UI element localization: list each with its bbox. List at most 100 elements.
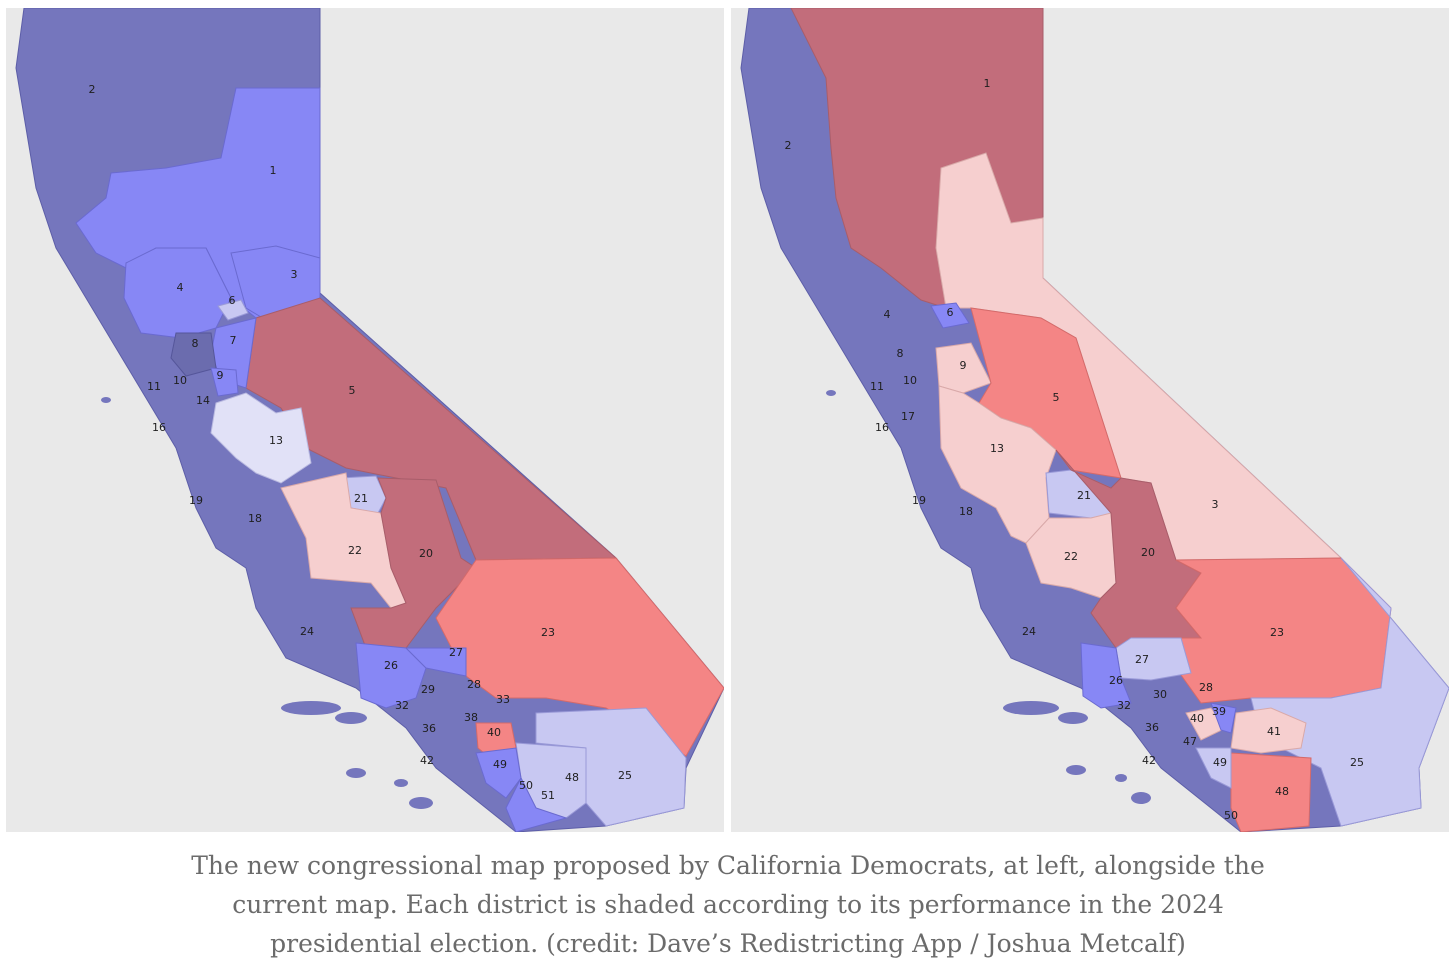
- district-label: 9: [217, 369, 224, 382]
- district-label: 26: [384, 659, 398, 672]
- district-label: 7: [230, 334, 237, 347]
- current-map-panel: 1 2 3 4 5 6 8 9 10 11 13 16 17 18 19 20 …: [731, 8, 1449, 832]
- district-5: [245, 297, 618, 561]
- figure-caption: The new congressional map proposed by Ca…: [150, 846, 1306, 963]
- district-label: 6: [947, 306, 954, 319]
- district-label: 2: [89, 83, 96, 96]
- district-label: 11: [147, 380, 161, 393]
- channel-island: [1066, 765, 1086, 775]
- district-label: 17: [901, 410, 915, 423]
- district-49: [475, 747, 522, 799]
- proposed-district-labels: 1 2 3 4 5 6 7 8 9 10 11 13 14 16 18 19 2…: [89, 83, 633, 802]
- district-20: [350, 477, 477, 649]
- district-label: 32: [395, 699, 409, 712]
- district-label: 10: [903, 374, 917, 387]
- district-label: 23: [541, 626, 555, 639]
- proposed-map-panel: 1 2 3 4 5 6 7 8 9 10 11 13 14 16 18 19 2…: [6, 8, 724, 832]
- district-label: 36: [422, 722, 436, 735]
- district-label: 48: [1275, 785, 1289, 798]
- district-label: 41: [1267, 725, 1281, 738]
- channel-island: [1003, 701, 1059, 715]
- channel-island: [346, 768, 366, 778]
- district-label: 18: [248, 512, 262, 525]
- district-label: 26: [1109, 674, 1123, 687]
- district-label: 36: [1145, 721, 1159, 734]
- channel-island: [335, 712, 367, 724]
- district-label: 3: [291, 268, 298, 281]
- district-label: 32: [1117, 699, 1131, 712]
- district-label: 21: [354, 492, 368, 505]
- district-label: 25: [1350, 756, 1364, 769]
- district-label: 2: [785, 139, 792, 152]
- district-label: 29: [421, 683, 435, 696]
- district-label: 30: [1153, 688, 1167, 701]
- district-label: 5: [1053, 391, 1060, 404]
- current-district-labels: 1 2 3 4 5 6 8 9 10 11 13 16 17 18 19 20 …: [785, 77, 1365, 822]
- district-label: 4: [884, 308, 891, 321]
- district-label: 39: [1212, 705, 1226, 718]
- district-label: 23: [1270, 626, 1284, 639]
- district-label: 22: [348, 544, 362, 557]
- district-label: 11: [870, 380, 884, 393]
- district-49: [1195, 747, 1232, 789]
- district-25: [535, 707, 687, 827]
- current-map: 1 2 3 4 5 6 8 9 10 11 13 16 17 18 19 20 …: [731, 8, 1449, 832]
- district-label: 47: [1183, 735, 1197, 748]
- district-25: [1250, 557, 1449, 827]
- district-label: 27: [1135, 653, 1149, 666]
- district-39: [1210, 702, 1237, 734]
- district-label: 1: [270, 164, 277, 177]
- district-label: 19: [912, 494, 926, 507]
- district-label: 49: [1213, 756, 1227, 769]
- district-label: 42: [1142, 754, 1156, 767]
- caption-line-2: current map. Each district is shaded acc…: [232, 890, 1224, 919]
- district-label: 28: [1199, 681, 1213, 694]
- district-label: 24: [300, 625, 314, 638]
- district-label: 22: [1064, 550, 1078, 563]
- caption-line-1: The new congressional map proposed by Ca…: [191, 851, 1265, 880]
- channel-island: [1115, 774, 1127, 782]
- district-label: 40: [1190, 712, 1204, 725]
- district-label: 14: [196, 394, 210, 407]
- district-label: 8: [897, 347, 904, 360]
- district-6: [217, 299, 249, 321]
- district-27: [404, 647, 467, 677]
- proposed-map: 1 2 3 4 5 6 7 8 9 10 11 13 14 16 18 19 2…: [6, 8, 724, 832]
- district-label: 24: [1022, 625, 1036, 638]
- caption-line-3: presidential election. (credit: Dave’s R…: [270, 929, 1186, 958]
- channel-island: [281, 701, 341, 715]
- district-label: 10: [173, 374, 187, 387]
- farallon-island: [101, 397, 111, 403]
- district-label: 33: [496, 693, 510, 706]
- channel-island: [409, 797, 433, 809]
- district-27: [1115, 637, 1192, 681]
- district-label: 13: [269, 434, 283, 447]
- district-48: [1230, 752, 1312, 832]
- district-label: 40: [487, 726, 501, 739]
- district-label: 4: [177, 281, 184, 294]
- district-6: [930, 302, 970, 329]
- district-23: [435, 557, 724, 757]
- district-9: [210, 367, 239, 397]
- district-label: 1: [984, 77, 991, 90]
- channel-island: [1058, 712, 1088, 724]
- district-label: 20: [1141, 546, 1155, 559]
- district-label: 8: [192, 337, 199, 350]
- channel-island: [1131, 792, 1151, 804]
- district-label: 20: [419, 547, 433, 560]
- district-label: 9: [960, 359, 967, 372]
- district-label: 16: [152, 421, 166, 434]
- district-label: 3: [1212, 498, 1219, 511]
- district-label: 27: [449, 646, 463, 659]
- district-label: 28: [467, 678, 481, 691]
- district-8: [170, 332, 217, 377]
- district-26: [1080, 642, 1132, 709]
- farallon-island: [826, 390, 836, 396]
- district-label: 48: [565, 771, 579, 784]
- district-label: 49: [493, 758, 507, 771]
- district-label: 13: [990, 442, 1004, 455]
- map-comparison: 1 2 3 4 5 6 7 8 9 10 11 13 14 16 18 19 2…: [6, 8, 1449, 832]
- district-label: 21: [1077, 489, 1091, 502]
- district-label: 5: [349, 384, 356, 397]
- district-label: 16: [875, 421, 889, 434]
